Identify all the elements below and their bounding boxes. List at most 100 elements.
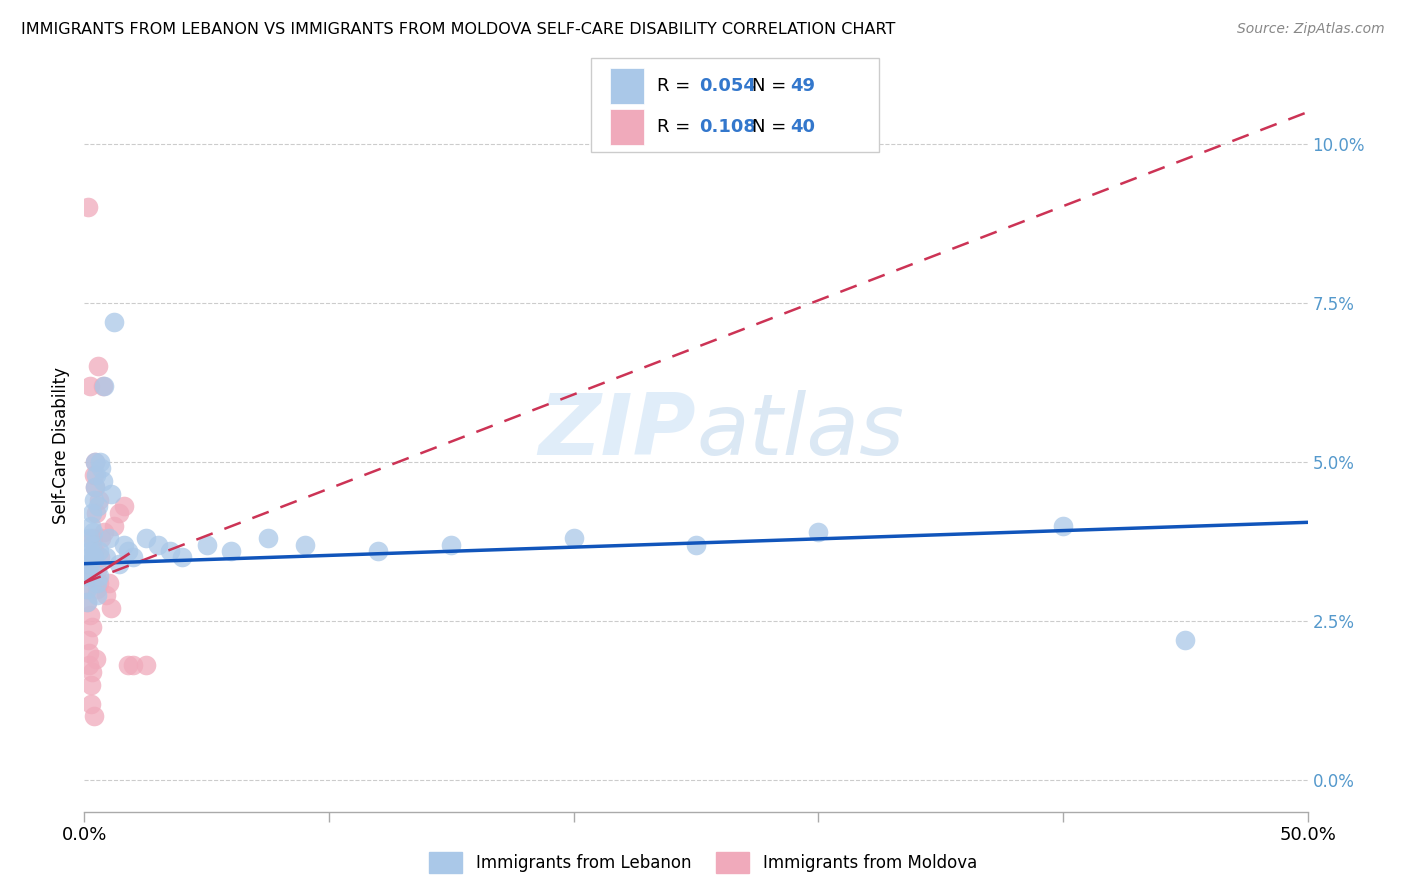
Point [1174,632,1197,647]
Point [77,550,100,565]
Point [135,531,157,545]
Point [100,486,122,500]
Text: N =: N = [752,118,792,136]
Point [86,575,108,590]
Point [103,315,125,329]
Point [91,378,114,392]
Point [90,531,112,545]
Point [79,544,101,558]
Point [80,697,103,711]
Point [83,480,105,494]
Point [107,557,129,571]
Point [97,531,120,545]
Point [80,665,103,679]
Point [87,575,110,590]
Point [82,620,104,634]
Point [807,524,830,539]
Point [83,467,105,482]
Point [84,652,107,666]
Text: R =: R = [657,78,696,95]
Point [75,582,97,596]
Point [257,531,280,545]
Point [103,518,125,533]
Point [87,544,110,558]
Point [159,544,181,558]
Point [76,595,98,609]
Point [80,677,103,691]
Text: ZIP: ZIP [538,390,696,473]
Point [79,378,101,392]
Point [83,544,105,558]
Point [172,550,194,565]
Point [86,582,108,596]
Point [77,563,100,577]
Point [83,493,105,508]
Point [112,500,135,514]
Point [76,595,98,609]
Point [107,506,129,520]
Point [135,658,157,673]
Point [562,531,585,545]
Point [93,378,115,392]
Point [219,544,242,558]
Point [75,569,97,583]
Point [97,575,120,590]
Point [91,474,114,488]
Point [685,538,707,552]
Text: Source: ZipAtlas.com: Source: ZipAtlas.com [1237,22,1385,37]
Point [84,455,107,469]
Point [77,646,100,660]
Point [122,658,145,673]
Point [367,544,389,558]
Point [87,500,110,514]
Text: 40: 40 [790,118,815,136]
Point [76,557,98,571]
Text: IMMIGRANTS FROM LEBANON VS IMMIGRANTS FROM MOLDOVA SELF-CARE DISABILITY CORRELAT: IMMIGRANTS FROM LEBANON VS IMMIGRANTS FR… [21,22,896,37]
Point [294,538,316,552]
Point [90,461,112,475]
Point [96,550,118,565]
Point [117,658,139,673]
Point [89,455,111,469]
Text: R =: R = [657,118,696,136]
Point [100,601,122,615]
Point [86,563,108,577]
Point [87,493,110,508]
Point [80,538,103,552]
Point [84,467,107,482]
Point [79,607,101,622]
Point [84,506,107,520]
Legend: Immigrants from Lebanon, Immigrants from Moldova: Immigrants from Lebanon, Immigrants from… [422,846,984,880]
Point [82,531,104,545]
Point [76,582,98,596]
Point [77,531,100,545]
Point [83,709,105,723]
Point [79,557,101,571]
Point [195,538,218,552]
Point [93,524,115,539]
Point [75,569,97,583]
Point [112,538,135,552]
Point [1052,518,1074,533]
Text: N =: N = [752,78,792,95]
Point [77,658,100,673]
Point [83,550,105,565]
Point [82,524,104,539]
Point [87,359,110,374]
Y-axis label: Self-Care Disability: Self-Care Disability [52,368,70,524]
Point [77,632,100,647]
Point [84,455,107,469]
Point [86,589,108,603]
Point [122,550,145,565]
Point [96,589,118,603]
Text: atlas: atlas [696,390,904,473]
Point [440,538,463,552]
Text: 49: 49 [790,78,815,95]
Point [89,550,111,565]
Point [83,480,105,494]
Point [87,569,110,583]
Text: 0.054: 0.054 [699,78,755,95]
Point [117,544,139,558]
Point [82,506,104,520]
Point [77,201,100,215]
